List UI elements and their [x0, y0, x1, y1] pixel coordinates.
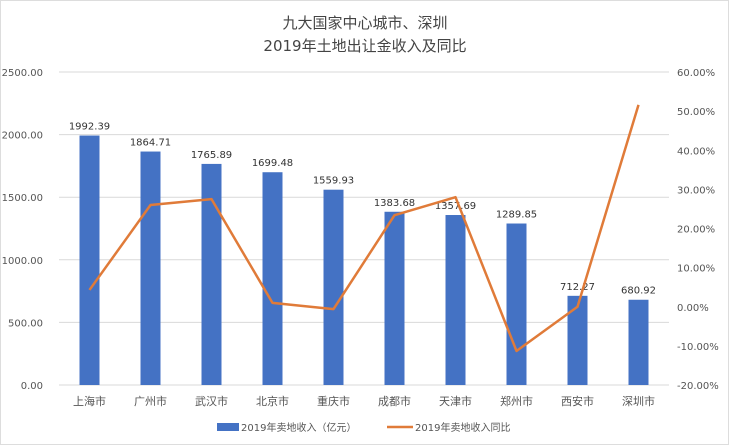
bar [384, 211, 405, 385]
left-axis-tick-label: 2000.00 [2, 131, 43, 142]
bar-data-label: 680.92 [621, 286, 656, 297]
bar-data-label: 1559.93 [313, 176, 354, 187]
right-axis-tick-label: 10.00% [677, 264, 715, 275]
bar [262, 172, 283, 385]
right-axis-tick-label: -10.00% [677, 342, 719, 353]
legend-bar-label: 2019年卖地收入（亿元） [241, 421, 356, 434]
right-axis-tick-label: 0.00% [677, 303, 709, 314]
left-axis-tick-label: 1500.00 [2, 193, 43, 204]
category-label: 上海市 [73, 394, 106, 408]
bar-data-label: 1864.71 [130, 138, 171, 149]
legend: 2019年卖地收入（亿元） 2019年卖地收入同比 [217, 421, 510, 434]
bar-data-label: 712.27 [560, 282, 595, 293]
bar [201, 163, 222, 385]
category-label: 成都市 [378, 394, 411, 408]
left-axis-tick-label: 1000.00 [2, 256, 43, 267]
bar-data-label: 1357.69 [435, 201, 476, 212]
bar [628, 299, 649, 385]
legend-bar-swatch [217, 423, 239, 431]
bar [140, 151, 161, 385]
left-axis-tick-label: 500.00 [8, 318, 43, 329]
yoy-line [88, 104, 640, 353]
bar-data-label: 1765.89 [191, 150, 232, 161]
category-label: 武汉市 [195, 394, 228, 408]
right-axis-tick-label: 30.00% [677, 185, 715, 196]
right-axis-tick-label: 20.00% [677, 225, 715, 236]
left-axis-tick-label: 0.00 [21, 381, 43, 392]
right-axis-tick-label: 50.00% [677, 107, 715, 118]
right-axis-tick-label: 60.00% [677, 68, 715, 79]
category-label: 广州市 [134, 394, 167, 408]
category-label: 郑州市 [500, 394, 533, 408]
right-axis-tick-label: -20.00% [677, 381, 719, 392]
bar-data-label: 1289.85 [496, 210, 537, 221]
category-label: 北京市 [256, 394, 289, 408]
left-axis-tick-label: 2500.00 [2, 68, 43, 79]
category-label: 天津市 [439, 394, 472, 408]
chart-subtitle: 2019年土地出让金收入及同比 [263, 37, 466, 55]
bar-data-label: 1992.39 [69, 122, 110, 133]
bar-data-label: 1699.48 [252, 158, 293, 169]
category-label: 重庆市 [317, 394, 350, 408]
category-label: 西安市 [561, 394, 594, 408]
bar [506, 223, 527, 385]
chart-title: 九大国家中心城市、深圳 [282, 14, 447, 32]
legend-line-label: 2019年卖地收入同比 [415, 421, 510, 434]
category-label: 深圳市 [622, 394, 655, 408]
bar [567, 295, 588, 385]
bar [323, 189, 344, 385]
right-axis-tick-label: 40.00% [677, 146, 715, 157]
bar [79, 135, 100, 385]
bar-data-label: 1383.68 [374, 198, 415, 209]
bar [445, 215, 466, 385]
